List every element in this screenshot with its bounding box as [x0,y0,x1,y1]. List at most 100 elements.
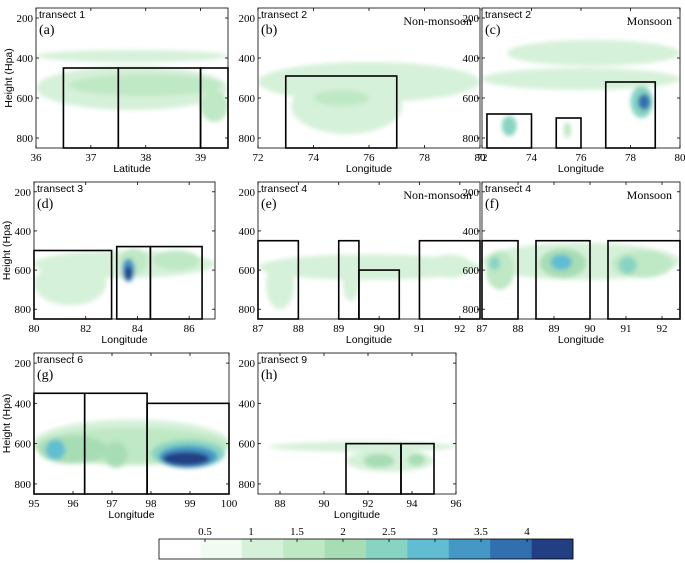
x-tick-label: 80 [29,323,41,335]
panel-title: transect 4 [485,183,531,195]
regime-label: Non-monsoon [403,188,472,202]
panel-letter: (a) [39,23,55,38]
colorbar-cell [200,539,243,559]
contour-blob-3 [407,453,426,466]
panel-title: transect 4 [261,183,307,195]
x-tick-label: 87 [253,323,265,335]
y-tick-label: 400 [15,398,32,410]
colorbar-tick-label: 4 [524,526,530,538]
colorbar-cell [283,539,325,559]
contour-blob-1 [485,250,515,290]
y-tick-label: 800 [463,304,480,316]
panel-letter: (b) [261,23,278,38]
contour-blob-4 [550,254,572,271]
panel-title: transect 1 [39,9,85,21]
x-tick-label: 78 [419,152,431,164]
panel-title: transect 9 [261,354,307,366]
y-tick-label: 200 [463,187,480,199]
y-tick-label: 200 [15,187,32,199]
y-tick-label: 800 [15,304,32,316]
contour-blob-0 [258,254,480,280]
y-tick-label: 600 [463,93,480,105]
contour-blob-2 [363,453,395,468]
y-tick-label: 600 [239,265,256,277]
panel-b: 72 74 76 78 80 200 400 600 800 transect 2 (b) Non-m… [239,7,486,175]
panel-letter: (f) [485,197,499,212]
y-tick-label: 600 [17,93,34,105]
x-tick-label: 92 [657,323,668,335]
contour-blob-4 [124,266,133,280]
x-tick-label: 80 [675,152,685,164]
x-axis-label: Longitude [558,334,604,346]
y-axis-label: Height (Hpa) [1,221,13,281]
contour-blob-0 [36,50,228,62]
y-axis-label: Height (Hpa) [1,394,13,454]
y-tick-label: 600 [239,93,256,105]
panel-e: 87 88 89 90 91 92 200 400 600 800 transect 4 (e) Non… [239,181,481,346]
panel-title: transect 6 [37,354,83,366]
contour-blob-1 [266,260,295,310]
colorbar-cell [531,539,574,559]
y-tick-label: 200 [463,13,480,25]
panel-g: 95 96 97 98 99 100 200 400 600 800 transect 6 (g) Lo… [1,352,238,521]
colorbar-tick-label: 1 [248,526,254,538]
contour-blob-6 [618,256,637,274]
contour-blob-7 [162,451,210,466]
contour-field [269,441,456,472]
colorbar-cell [366,539,408,559]
y-tick-label: 600 [239,439,256,451]
y-tick-label: 800 [15,479,32,491]
x-tick-label: 88 [293,323,305,335]
colorbar-cell [490,539,532,559]
x-tick-label: 96 [451,498,463,510]
axes-frame [33,181,216,320]
y-tick-label: 800 [463,133,480,145]
axes-frame [257,181,481,320]
contour-blob-3 [563,122,572,138]
colorbar-tick-label: 2.5 [382,526,396,538]
contour-blob-1 [482,68,680,90]
x-tick-label: 92 [454,323,465,335]
panel-title: transect 2 [261,9,307,21]
contour-blob-2 [342,262,359,302]
panel-letter: (d) [37,197,54,212]
panel-c: 72 74 76 78 80 200 400 600 800 transect 2 (c) Monso… [463,7,685,175]
x-tick-label: 92 [363,498,374,510]
colorbar-cell [324,539,367,559]
contour-field [258,62,480,134]
y-tick-label: 400 [463,226,480,238]
y-axis-label: Height (Hpa) [3,48,15,108]
contour-field [482,40,680,138]
y-tick-label: 400 [17,53,34,65]
regime-label: Monsoon [627,188,672,202]
contour-blob-5 [637,94,651,110]
x-tick-label: 37 [85,152,97,164]
y-tick-label: 200 [239,13,256,25]
x-tick-label: 72 [253,152,264,164]
x-tick-label: 78 [625,152,637,164]
colorbar-cell [407,539,450,559]
contour-field [36,50,228,122]
y-tick-label: 800 [239,479,256,491]
x-tick-label: 99 [185,498,197,510]
contour-blob-3 [45,439,66,460]
panel-title: transect 3 [37,183,83,195]
contour-blob-2 [489,256,500,271]
contour-blob-0 [506,40,680,66]
panel-title: transect 2 [485,9,531,21]
panel-h: 88 90 92 94 96 200 400 600 800 transect 9 (h) Longi… [239,352,463,521]
x-tick-label: 86 [184,323,196,335]
contour-blob-3 [200,90,228,122]
colorbar-tick-label: 0.5 [198,526,212,538]
y-tick-label: 200 [17,13,34,25]
x-tick-label: 100 [221,498,238,510]
x-tick-label: 36 [31,152,43,164]
y-tick-label: 600 [15,439,32,451]
x-tick-label: 97 [107,498,119,510]
contour-field [34,248,215,306]
colorbar-cell [448,539,491,559]
regime-label: Non-monsoon [403,14,472,28]
x-tick-label: 89 [549,323,561,335]
panel-f: 87 88 89 90 91 92 200 400 600 800 transect 4 (f) Mon… [463,181,681,346]
x-tick-label: 84 [132,323,144,335]
